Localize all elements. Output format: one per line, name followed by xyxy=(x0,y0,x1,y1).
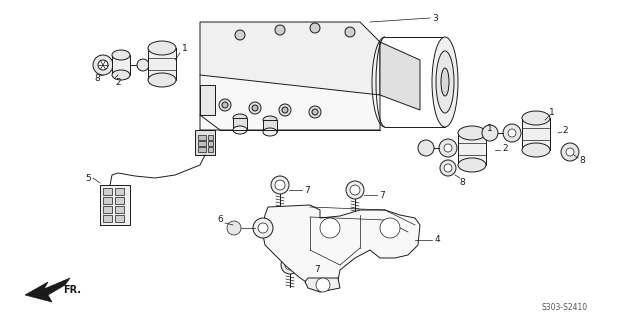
Bar xyxy=(103,215,112,222)
Circle shape xyxy=(346,181,364,199)
Circle shape xyxy=(275,180,285,190)
Text: S303-S2410: S303-S2410 xyxy=(542,303,588,313)
Polygon shape xyxy=(200,22,380,95)
Text: 4: 4 xyxy=(434,236,440,244)
Circle shape xyxy=(561,143,579,161)
Circle shape xyxy=(380,218,400,238)
Text: 8: 8 xyxy=(579,156,585,164)
Circle shape xyxy=(93,55,113,75)
Circle shape xyxy=(508,129,516,137)
Bar xyxy=(103,188,112,195)
Text: 1: 1 xyxy=(182,44,188,52)
Circle shape xyxy=(566,148,574,156)
Circle shape xyxy=(439,139,457,157)
Bar xyxy=(100,185,130,225)
Circle shape xyxy=(98,60,108,70)
Polygon shape xyxy=(195,130,215,155)
Text: 7: 7 xyxy=(314,266,320,275)
Text: 2: 2 xyxy=(562,125,568,134)
Ellipse shape xyxy=(522,143,550,157)
Bar xyxy=(233,118,247,130)
Ellipse shape xyxy=(436,51,454,113)
Polygon shape xyxy=(305,278,340,292)
Bar xyxy=(458,133,486,165)
Circle shape xyxy=(281,256,299,274)
Bar xyxy=(198,135,206,140)
Circle shape xyxy=(444,164,452,172)
Polygon shape xyxy=(200,85,215,115)
Text: 7: 7 xyxy=(379,190,385,199)
Text: 8: 8 xyxy=(459,178,465,187)
Circle shape xyxy=(252,105,258,111)
Circle shape xyxy=(282,107,288,113)
Ellipse shape xyxy=(233,114,247,122)
Circle shape xyxy=(253,218,273,238)
Ellipse shape xyxy=(112,50,130,60)
Text: 2: 2 xyxy=(502,143,508,153)
Text: 6: 6 xyxy=(217,215,223,225)
Ellipse shape xyxy=(148,73,176,87)
Circle shape xyxy=(271,176,289,194)
Circle shape xyxy=(312,109,318,115)
Circle shape xyxy=(444,144,452,152)
Ellipse shape xyxy=(458,126,486,140)
Circle shape xyxy=(279,104,291,116)
Circle shape xyxy=(249,102,261,114)
Ellipse shape xyxy=(233,126,247,134)
Ellipse shape xyxy=(263,128,277,136)
Circle shape xyxy=(258,223,268,233)
Text: 3: 3 xyxy=(432,13,438,22)
Bar xyxy=(148,48,176,80)
Circle shape xyxy=(482,125,498,141)
Text: 1: 1 xyxy=(487,124,493,132)
Ellipse shape xyxy=(148,41,176,55)
Circle shape xyxy=(137,59,149,71)
Polygon shape xyxy=(200,75,380,130)
Bar xyxy=(198,147,206,152)
Circle shape xyxy=(418,140,434,156)
Circle shape xyxy=(350,185,360,195)
Bar xyxy=(208,147,213,152)
Ellipse shape xyxy=(522,111,550,125)
Circle shape xyxy=(219,99,231,111)
Bar xyxy=(208,135,213,140)
Polygon shape xyxy=(262,205,420,288)
Bar xyxy=(103,197,112,204)
Circle shape xyxy=(275,25,285,35)
Bar xyxy=(522,118,550,150)
Bar xyxy=(112,55,130,75)
Bar xyxy=(115,197,124,204)
Circle shape xyxy=(222,102,228,108)
Circle shape xyxy=(345,27,355,37)
Text: 8: 8 xyxy=(94,74,100,83)
Ellipse shape xyxy=(112,70,130,80)
Text: 7: 7 xyxy=(304,186,310,195)
Circle shape xyxy=(227,221,241,235)
Ellipse shape xyxy=(458,158,486,172)
Circle shape xyxy=(310,23,320,33)
Text: 1: 1 xyxy=(549,108,555,116)
Bar xyxy=(198,141,206,146)
Circle shape xyxy=(320,218,340,238)
Bar xyxy=(263,120,277,132)
Circle shape xyxy=(440,160,456,176)
Bar xyxy=(115,215,124,222)
Polygon shape xyxy=(25,278,70,302)
Bar xyxy=(115,206,124,213)
Circle shape xyxy=(316,278,330,292)
Text: 2: 2 xyxy=(115,77,121,86)
Text: 5: 5 xyxy=(85,173,91,182)
Circle shape xyxy=(309,106,321,118)
Ellipse shape xyxy=(432,37,458,127)
Bar xyxy=(115,188,124,195)
Polygon shape xyxy=(380,42,420,110)
Bar xyxy=(103,206,112,213)
Text: FR.: FR. xyxy=(63,285,81,295)
Circle shape xyxy=(285,260,295,270)
Ellipse shape xyxy=(263,116,277,124)
Bar xyxy=(208,141,213,146)
Circle shape xyxy=(503,124,521,142)
Circle shape xyxy=(235,30,245,40)
Ellipse shape xyxy=(441,68,449,96)
